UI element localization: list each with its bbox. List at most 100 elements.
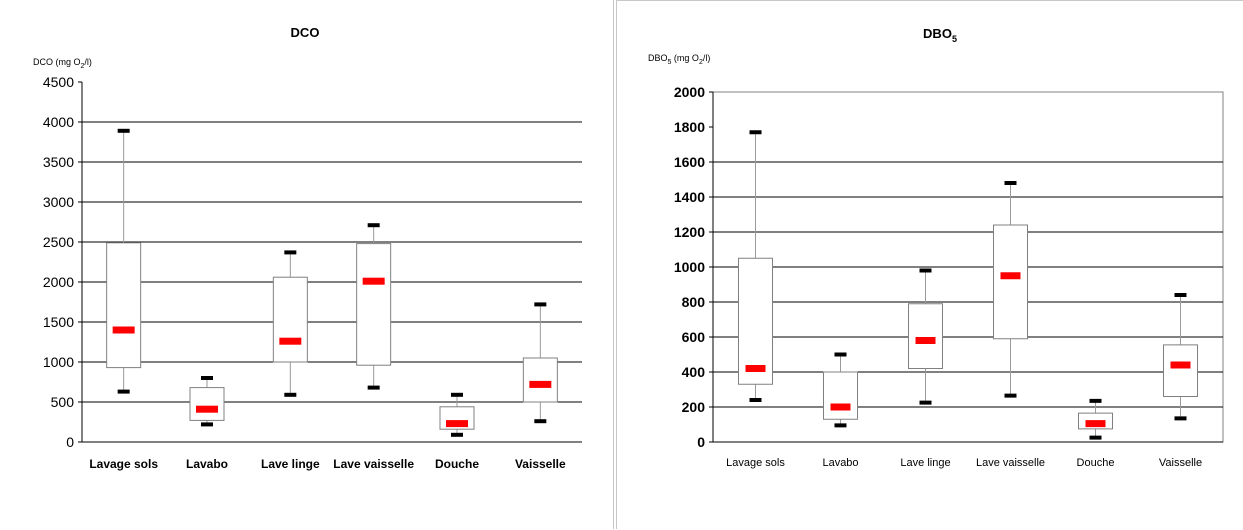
y-tick-label: 0 xyxy=(697,434,705,450)
x-category-label: Douche xyxy=(1077,457,1115,469)
box-plot-vaisselle xyxy=(1163,293,1198,421)
median-marker xyxy=(915,337,936,344)
min-marker xyxy=(284,392,297,397)
dco-chart-panel: DCO DCO (mg O2/l) 0 500 1000 1500 2000 2500 3000… xyxy=(0,0,614,529)
box-plot-lavage-sols xyxy=(738,130,773,402)
dco-chart: DCO DCO (mg O2/l) 0 500 1000 1500 2000 2500 3000… xyxy=(33,25,582,471)
min-marker xyxy=(1004,393,1017,398)
y-tick-label: 2500 xyxy=(43,234,74,250)
y-tick-label: 400 xyxy=(682,364,706,380)
box-plot-lave-linge xyxy=(272,250,308,397)
box-plot-vaisselle xyxy=(522,302,558,424)
min-marker xyxy=(534,419,547,424)
median-marker xyxy=(279,337,302,345)
x-category-label: Douche xyxy=(435,457,479,471)
max-marker xyxy=(534,302,547,307)
chart-title-main: DBO xyxy=(923,26,952,41)
y-axis-label-part: DBO xyxy=(648,53,668,63)
min-marker xyxy=(201,422,213,427)
median-marker xyxy=(745,365,766,372)
interquartile-box xyxy=(106,242,142,369)
max-marker xyxy=(201,376,213,380)
x-category-label: Lavage sols xyxy=(89,457,158,471)
min-marker xyxy=(749,398,762,402)
y-axis-label-part: /l) xyxy=(703,53,711,63)
interquartile-box xyxy=(908,303,943,369)
max-marker xyxy=(1174,293,1187,297)
x-category-label: Lave linge xyxy=(900,457,950,469)
x-category-label: Lave vaisselle xyxy=(333,457,414,471)
x-category-label: Lave vaisselle xyxy=(976,457,1045,469)
x-category-label: Lave linge xyxy=(261,457,320,471)
y-axis-label-part: 5 xyxy=(668,59,672,66)
box-plot-lave-vaisselle xyxy=(356,223,392,390)
max-marker xyxy=(834,352,847,357)
interquartile-box xyxy=(189,387,225,421)
min-marker xyxy=(117,389,130,394)
chart-title: DCO xyxy=(291,25,320,40)
dbo-chart-panel: DBO5 DBO5 (mg O2/l) 0 200 400 600 800 1000 1200 1… xyxy=(616,0,1243,529)
y-tick-label: 500 xyxy=(51,394,75,410)
max-marker xyxy=(749,130,762,135)
y-axis-label-part: 2 xyxy=(81,63,85,70)
x-category-label: Vaisselle xyxy=(515,457,566,471)
min-marker xyxy=(1174,416,1187,421)
max-marker xyxy=(451,392,463,397)
interquartile-box xyxy=(823,371,858,420)
y-tick-label: 1600 xyxy=(674,154,705,170)
chart-title: DBO5 xyxy=(923,26,957,44)
y-axis-label: DCO (mg O2/l) xyxy=(33,57,92,70)
min-marker xyxy=(367,385,380,390)
max-marker xyxy=(117,128,130,133)
min-marker xyxy=(834,423,847,428)
median-marker xyxy=(1170,361,1191,369)
interquartile-box xyxy=(993,224,1028,340)
y-tick-label: 1000 xyxy=(43,354,74,370)
median-marker xyxy=(830,403,851,411)
median-marker xyxy=(1000,272,1021,280)
y-tick-label: 1800 xyxy=(674,119,705,135)
y-tick-label: 1000 xyxy=(674,259,705,275)
box-plot-lavabo xyxy=(823,352,858,428)
interquartile-box xyxy=(1163,344,1198,397)
interquartile-box xyxy=(522,357,558,403)
box-plot-lave-linge xyxy=(908,268,943,405)
interquartile-box xyxy=(272,276,308,363)
y-tick-label: 4000 xyxy=(43,114,74,130)
min-marker xyxy=(919,400,932,405)
y-tick-label: 1400 xyxy=(674,189,705,205)
median-marker xyxy=(529,380,552,388)
y-tick-label: 3000 xyxy=(43,194,74,210)
box-plot-lavabo xyxy=(189,376,225,427)
max-marker xyxy=(284,250,297,255)
y-tick-label: 600 xyxy=(682,329,706,345)
interquartile-box xyxy=(356,243,392,366)
y-tick-label: 4500 xyxy=(43,74,74,90)
median-marker xyxy=(362,277,385,285)
box-plot-lavage-sols xyxy=(106,128,142,394)
x-category-label: Vaisselle xyxy=(1159,457,1202,469)
y-axis-label-part: 2 xyxy=(699,59,703,66)
max-marker xyxy=(1004,181,1017,185)
y-tick-label: 0 xyxy=(66,434,74,450)
chart-title-subscript: 5 xyxy=(952,34,957,44)
x-category-label: Lavabo xyxy=(822,457,858,469)
min-marker xyxy=(451,432,463,437)
min-marker xyxy=(1089,435,1102,440)
y-tick-label: 800 xyxy=(682,294,706,310)
box-plot-douche xyxy=(439,392,475,437)
max-marker xyxy=(1089,398,1102,403)
x-category-label: Lavage sols xyxy=(726,457,785,469)
box-plot-lave-vaisselle xyxy=(993,181,1028,398)
median-marker xyxy=(446,420,468,428)
y-axis-label-part: DCO (mg O xyxy=(33,57,81,67)
y-tick-label: 2000 xyxy=(674,84,705,100)
max-marker xyxy=(919,268,932,273)
y-axis-label-part: /l) xyxy=(84,57,92,67)
box-plot-douche xyxy=(1078,398,1113,440)
y-tick-label: 3500 xyxy=(43,154,74,170)
y-tick-label: 1200 xyxy=(674,224,705,240)
y-tick-label: 2000 xyxy=(43,274,74,290)
y-tick-label: 1500 xyxy=(43,314,74,330)
